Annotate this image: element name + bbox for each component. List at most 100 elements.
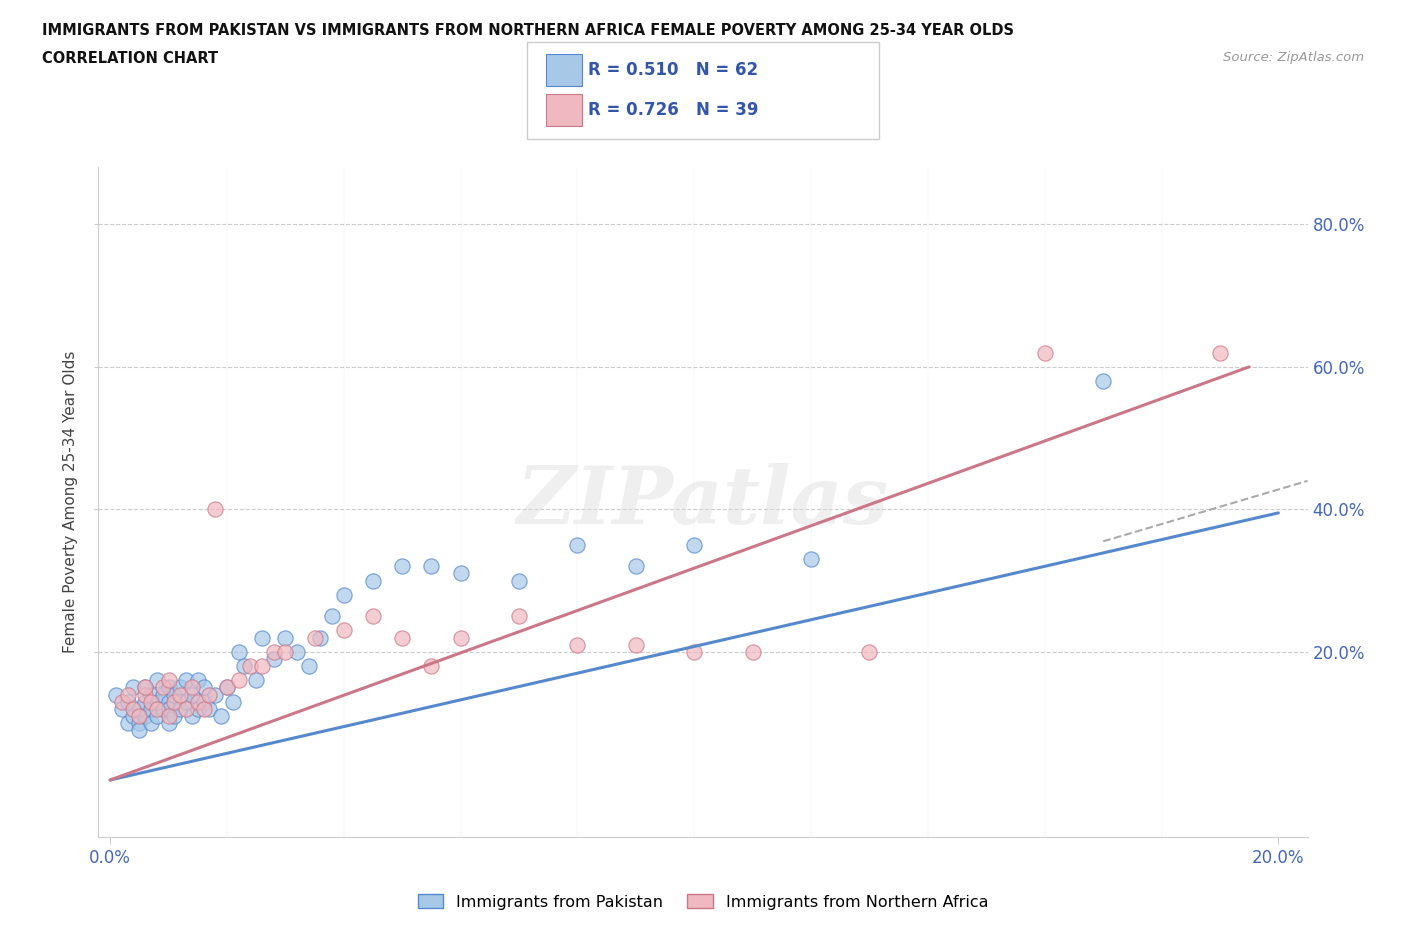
- Text: R = 0.726   N = 39: R = 0.726 N = 39: [588, 100, 758, 119]
- Point: [391, 631, 413, 645]
- Point: [193, 701, 215, 716]
- Point: [111, 694, 134, 709]
- Point: [157, 672, 180, 687]
- Point: [309, 631, 332, 645]
- Point: [180, 680, 202, 695]
- Point: [122, 709, 145, 724]
- Point: [508, 573, 530, 588]
- Text: IMMIGRANTS FROM PAKISTAN VS IMMIGRANTS FROM NORTHERN AFRICA FEMALE POVERTY AMONG: IMMIGRANTS FROM PAKISTAN VS IMMIGRANTS F…: [42, 23, 1014, 38]
- Point: [163, 694, 186, 709]
- Point: [146, 701, 169, 716]
- Point: [146, 672, 169, 687]
- Point: [233, 658, 256, 673]
- Point: [858, 644, 880, 659]
- Point: [239, 658, 262, 673]
- Point: [134, 680, 156, 695]
- Point: [139, 694, 162, 709]
- Point: [122, 701, 145, 716]
- Point: [157, 680, 180, 695]
- Point: [1033, 345, 1056, 360]
- Point: [104, 687, 127, 702]
- Point: [187, 672, 209, 687]
- Point: [187, 701, 209, 716]
- Point: [420, 559, 443, 574]
- Point: [321, 609, 343, 624]
- Point: [117, 687, 139, 702]
- Point: [174, 672, 197, 687]
- Point: [180, 687, 202, 702]
- Point: [193, 694, 215, 709]
- Point: [361, 573, 384, 588]
- Point: [228, 644, 250, 659]
- Point: [228, 672, 250, 687]
- Point: [134, 680, 156, 695]
- Point: [361, 609, 384, 624]
- Point: [800, 551, 823, 566]
- Point: [134, 687, 156, 702]
- Point: [157, 715, 180, 730]
- Point: [245, 672, 267, 687]
- Point: [332, 623, 354, 638]
- Point: [169, 680, 191, 695]
- Point: [117, 694, 139, 709]
- Point: [169, 687, 191, 702]
- Point: [152, 701, 174, 716]
- Point: [139, 715, 162, 730]
- Point: [122, 680, 145, 695]
- Point: [263, 652, 285, 667]
- Point: [146, 694, 169, 709]
- Point: [152, 687, 174, 702]
- Point: [117, 715, 139, 730]
- Point: [391, 559, 413, 574]
- Point: [193, 680, 215, 695]
- Point: [274, 644, 297, 659]
- Point: [180, 709, 202, 724]
- Point: [508, 609, 530, 624]
- Point: [332, 588, 354, 603]
- Point: [624, 559, 647, 574]
- Point: [134, 709, 156, 724]
- Point: [285, 644, 308, 659]
- Text: R = 0.510   N = 62: R = 0.510 N = 62: [588, 60, 758, 79]
- Point: [111, 701, 134, 716]
- Point: [152, 680, 174, 695]
- Point: [298, 658, 321, 673]
- Legend: Immigrants from Pakistan, Immigrants from Northern Africa: Immigrants from Pakistan, Immigrants fro…: [412, 887, 994, 916]
- Point: [250, 658, 273, 673]
- Point: [567, 637, 589, 652]
- Point: [215, 680, 238, 695]
- Point: [128, 715, 150, 730]
- Point: [624, 637, 647, 652]
- Text: CORRELATION CHART: CORRELATION CHART: [42, 51, 218, 66]
- Point: [1092, 374, 1115, 389]
- Point: [134, 694, 156, 709]
- Point: [683, 644, 706, 659]
- Point: [209, 709, 232, 724]
- Point: [274, 631, 297, 645]
- Point: [304, 631, 326, 645]
- Point: [1209, 345, 1232, 360]
- Point: [450, 631, 472, 645]
- Point: [128, 723, 150, 737]
- Point: [215, 680, 238, 695]
- Point: [187, 694, 209, 709]
- Point: [128, 701, 150, 716]
- Point: [567, 538, 589, 552]
- Point: [128, 709, 150, 724]
- Point: [174, 694, 197, 709]
- Text: ZIPatlas: ZIPatlas: [517, 463, 889, 541]
- Point: [450, 566, 472, 581]
- Point: [198, 701, 221, 716]
- Point: [741, 644, 763, 659]
- Point: [163, 687, 186, 702]
- Point: [157, 709, 180, 724]
- Point: [174, 701, 197, 716]
- Y-axis label: Female Poverty Among 25-34 Year Olds: Female Poverty Among 25-34 Year Olds: [63, 351, 79, 654]
- Point: [204, 502, 226, 517]
- Point: [139, 701, 162, 716]
- Point: [163, 709, 186, 724]
- Point: [222, 694, 245, 709]
- Point: [204, 687, 226, 702]
- Point: [420, 658, 443, 673]
- Point: [157, 694, 180, 709]
